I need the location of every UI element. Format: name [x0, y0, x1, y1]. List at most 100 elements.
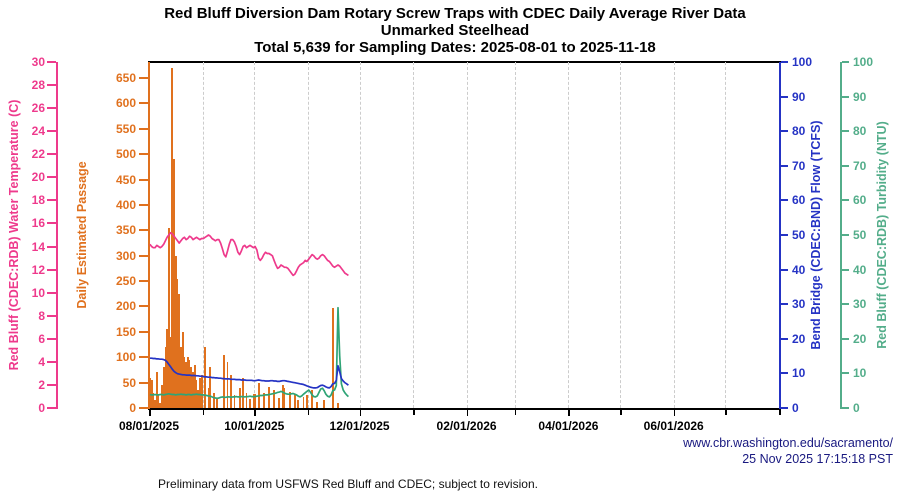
passage-axis-label: 200: [115, 299, 136, 314]
temperature-axis-tick: [47, 245, 56, 248]
passage-bar: [281, 385, 284, 408]
flow-axis-label: 0: [792, 401, 799, 415]
temperature-axis-label: 30: [31, 55, 45, 69]
passage-axis-label: 300: [115, 248, 136, 263]
flow-axis-tick: [781, 337, 788, 340]
flow-axis-label: 90: [792, 89, 806, 104]
passage-bar: [230, 375, 232, 408]
temperature-axis-label: 6: [38, 331, 45, 346]
x-axis-major-tick: [149, 410, 151, 416]
temperature-axis-label: 16: [31, 216, 45, 231]
passage-axis-tick: [139, 153, 148, 156]
passage-bar: [283, 387, 286, 408]
month-gridline: [254, 62, 256, 408]
temperature-axis-tick: [47, 383, 56, 386]
temperature-axis-tick: [47, 199, 56, 202]
flow-axis-tick: [781, 199, 788, 202]
passage-bar: [192, 372, 194, 408]
turbidity-axis-tick: [842, 199, 849, 202]
x-axis-minor-tick: [413, 410, 415, 415]
x-axis-minor-tick: [779, 410, 781, 415]
turbidity-axis-tick: [842, 130, 849, 133]
flow-axis-label: 40: [792, 262, 806, 277]
x-axis-minor-tick: [202, 410, 204, 415]
passage-axis-tick: [139, 127, 148, 130]
flow-axis-label: 20: [792, 331, 806, 346]
x-axis-label: 06/01/2026: [643, 419, 704, 433]
passage-bar: [331, 307, 334, 408]
passage-bar: [242, 377, 244, 408]
x-axis-major-tick: [254, 410, 256, 416]
turbidity-axis-tick: [842, 303, 849, 306]
passage-bar: [152, 392, 155, 408]
passage-axis-tick: [139, 203, 148, 206]
river-data-lines: [149, 231, 349, 400]
temperature-axis-label: 20: [31, 170, 45, 185]
passage-bar: [176, 278, 179, 408]
temperature-axis-tick: [47, 360, 56, 363]
passage-bar: [154, 400, 156, 408]
turbidity-axis-tick: [842, 407, 849, 409]
chart-title: Red Bluff Diversion Dam Rotary Screw Tra…: [164, 5, 746, 22]
temperature-axis-label: 8: [38, 308, 45, 323]
passage-axis-tick: [139, 330, 148, 333]
passage-bar: [164, 347, 167, 408]
month-gridline: [725, 62, 727, 408]
turbidity-axis-label: 100: [853, 55, 874, 69]
flow-axis-tick: [781, 164, 788, 167]
temperature-axis-label: 28: [31, 78, 45, 93]
turbidity-axis-label: 50: [853, 228, 867, 242]
passage-bar: [173, 159, 175, 408]
temperature-axis-label: 10: [31, 285, 45, 300]
passage-axis-tick: [139, 407, 148, 409]
month-gridline: [359, 62, 361, 408]
passage-axis-label: 100: [115, 350, 136, 365]
plot-top-border: [148, 61, 781, 63]
passage-axis-tick: [139, 77, 148, 79]
turbidity-axis-label: 90: [853, 89, 867, 104]
passage-bar: [161, 385, 163, 408]
turbidity-axis-tick: [842, 95, 849, 98]
temperature-axis-tick: [47, 222, 56, 225]
x-axis-line: [148, 408, 781, 410]
passage-bar: [209, 367, 212, 408]
passage-bar: [169, 336, 172, 408]
plot-area: [149, 62, 779, 408]
passage-bar: [181, 331, 184, 408]
flow-axis-tick: [781, 234, 788, 236]
passage-bar: [223, 354, 226, 408]
passage-axis-label: 550: [115, 121, 136, 136]
passage-bar: [178, 293, 181, 408]
passage-axis-tick: [139, 254, 148, 257]
flow-axis-label: 10: [792, 366, 806, 381]
x-axis-major-tick: [359, 410, 362, 416]
flow-axis-tick: [781, 407, 788, 409]
passage-bar: [297, 400, 300, 408]
passage-bar: [193, 364, 196, 408]
temperature-axis-label: 0: [38, 401, 45, 415]
month-gridline: [202, 62, 204, 408]
temperature-axis-tick: [47, 176, 56, 179]
temperature-axis-tick: [47, 314, 56, 317]
temperature-axis-tick: [47, 337, 56, 340]
passage-bar: [180, 347, 182, 408]
passage-bar: [311, 390, 314, 408]
temperature-axis-tick: [47, 291, 56, 294]
flow-axis-label: 70: [792, 158, 806, 173]
flow-axis-label: 50: [792, 228, 806, 242]
flow-axis-tick: [781, 303, 788, 306]
flow-axis-label: 60: [792, 193, 806, 208]
flow-axis-label: 30: [792, 297, 806, 312]
passage-bar: [288, 391, 291, 408]
passage-bar: [323, 400, 326, 408]
passage-bar: [245, 392, 248, 408]
passage-bar: [183, 357, 186, 408]
flow-axis-tick: [781, 61, 788, 63]
x-axis-label: 08/01/2025: [118, 419, 180, 433]
passage-bar: [302, 396, 305, 408]
temperature-axis-tick: [47, 153, 56, 156]
month-gridline: [514, 62, 516, 408]
temperature-axis-label: 12: [31, 262, 45, 277]
temperature-axis-label: 26: [31, 101, 45, 116]
